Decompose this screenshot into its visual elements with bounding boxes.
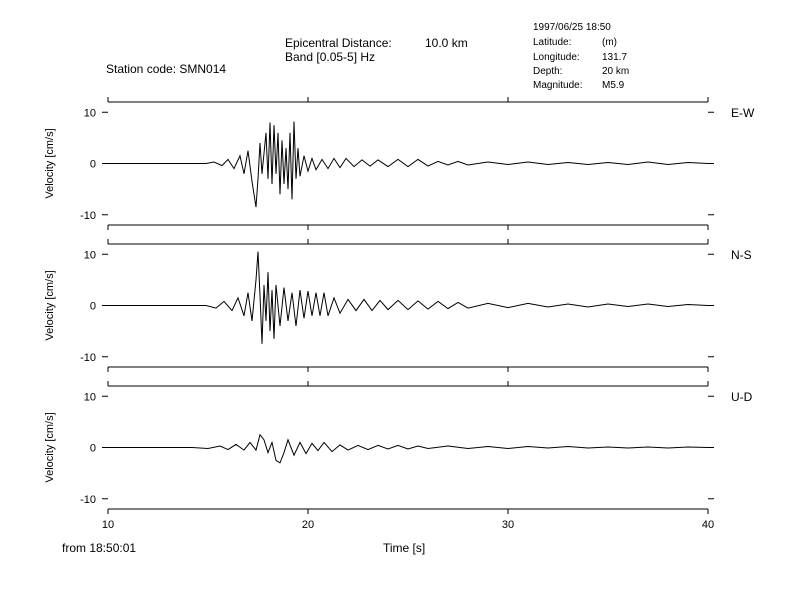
magnitude-value: M5.9 — [602, 80, 625, 91]
x-tick-label: 30 — [502, 519, 514, 531]
component-label: E-W — [731, 106, 755, 120]
waveform-line — [108, 121, 709, 208]
station-code: Station code: SMN014 — [106, 62, 227, 76]
y-tick-label: 10 — [84, 391, 96, 403]
y-axis-label: Velocity [cm/s] — [44, 270, 56, 340]
epicentral-distance-value: 10.0 km — [425, 36, 468, 50]
epicentral-distance-label: Epicentral Distance: — [285, 36, 392, 50]
event-datetime: 1997/06/25 18:50 — [533, 22, 611, 33]
latitude-value: (m) — [602, 37, 617, 48]
y-axis-label: Velocity [cm/s] — [44, 128, 56, 198]
y-tick-label: 10 — [84, 249, 96, 261]
y-tick-label: -10 — [80, 352, 96, 364]
y-axis-label: Velocity [cm/s] — [44, 412, 56, 482]
band-label: Band [0.05-5] Hz — [285, 50, 376, 64]
x-tick-label: 10 — [102, 519, 114, 531]
waveform-line — [108, 251, 709, 344]
magnitude-label: Magnitude: — [533, 80, 583, 91]
y-tick-label: -10 — [80, 494, 96, 506]
x-tick-label: 40 — [702, 519, 714, 531]
y-tick-label: 0 — [90, 443, 96, 455]
depth-value: 20 km — [602, 66, 630, 77]
x-tick-label: 20 — [302, 519, 314, 531]
y-tick-label: 0 — [90, 159, 96, 171]
component-label: U-D — [731, 390, 753, 404]
start-time-label: from 18:50:01 — [62, 541, 137, 555]
y-tick-label: 0 — [90, 301, 96, 313]
longitude-label: Longitude: — [533, 52, 580, 63]
depth-label: Depth: — [533, 66, 563, 77]
y-tick-label: 10 — [84, 107, 96, 119]
longitude-value: 131.7 — [602, 52, 628, 63]
x-axis-label: Time [s] — [383, 541, 426, 555]
component-label: N-S — [731, 248, 752, 262]
latitude-label: Latitude: — [533, 37, 572, 48]
y-tick-label: -10 — [80, 210, 96, 222]
waveform-line — [108, 433, 709, 464]
